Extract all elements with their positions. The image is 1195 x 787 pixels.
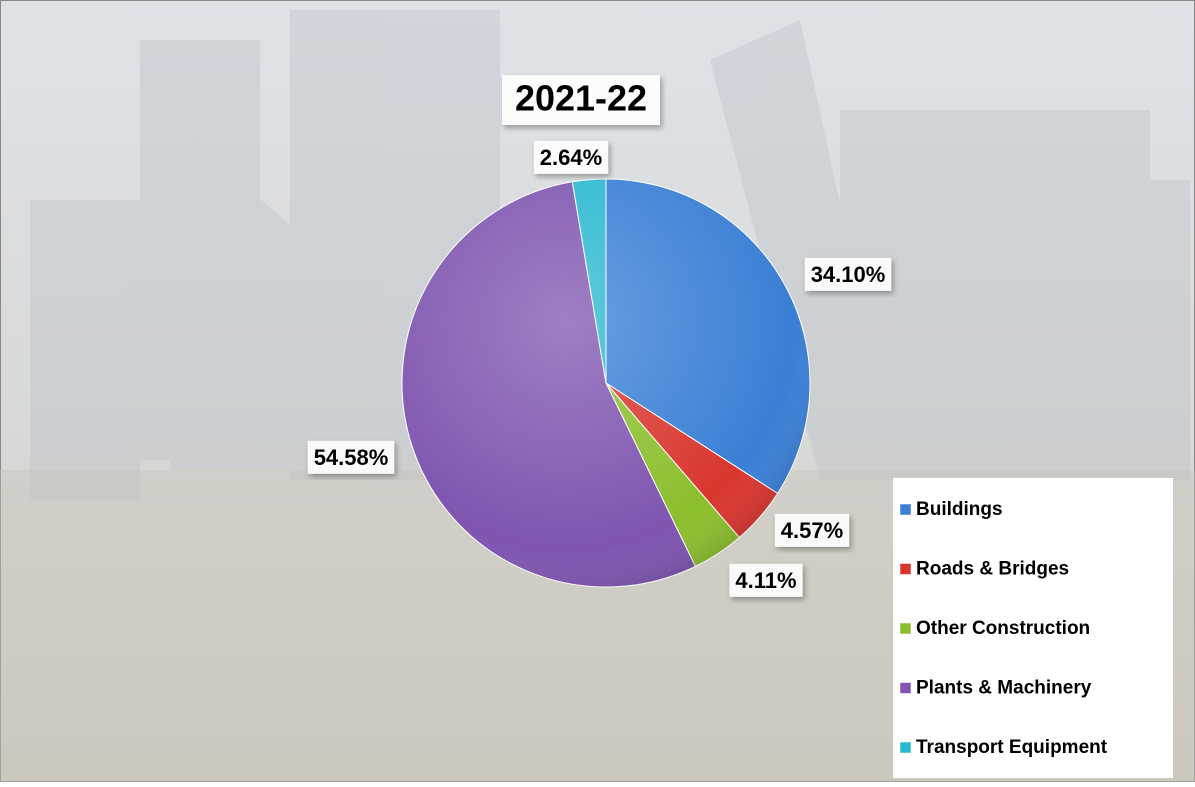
legend-label: Other Construction (916, 618, 1090, 639)
legend-swatch (899, 622, 912, 635)
legend-label: Plants & Machinery (916, 678, 1092, 699)
title-box (502, 75, 660, 125)
legend-label: Transport Equipment (916, 737, 1108, 758)
legend-swatch (899, 741, 912, 754)
data-label-box (774, 513, 850, 547)
data-label-box (729, 563, 803, 597)
data-label: 2.64% (540, 145, 602, 170)
data-label-box (533, 140, 609, 174)
legend-swatch (899, 682, 912, 694)
data-label: 54.58% (314, 445, 389, 470)
data-label: 4.57% (781, 518, 843, 543)
legend (893, 478, 1173, 778)
pie (401, 178, 811, 588)
legend-label: Roads & Bridges (916, 559, 1069, 580)
data-label-box (307, 440, 395, 474)
legend-swatch (899, 563, 912, 575)
data-label: 4.11% (735, 568, 796, 593)
chart-title: 2021-22 (515, 78, 647, 119)
data-label: 34.10% (811, 262, 886, 287)
legend-swatch (899, 503, 912, 516)
legend-label: Buildings (916, 499, 1003, 520)
data-label-box (804, 257, 892, 291)
